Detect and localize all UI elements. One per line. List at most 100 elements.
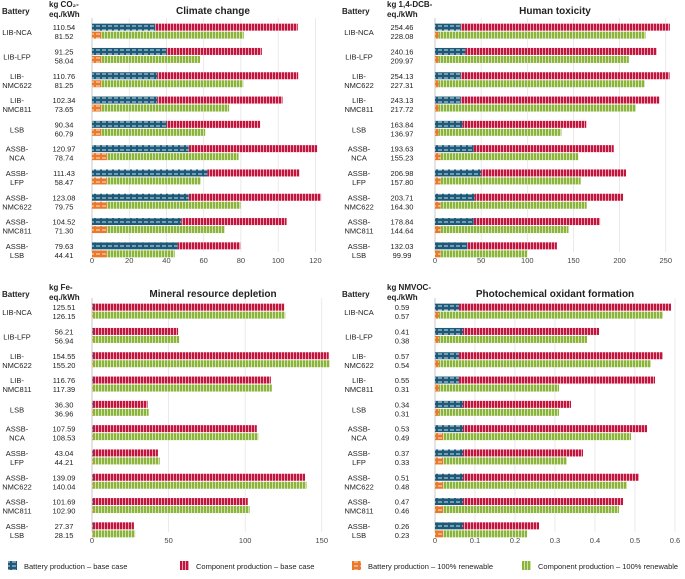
value-label-base: 0.47 [395, 498, 410, 507]
category-label: LIB-NCA [344, 28, 374, 37]
bar-component-renewable [106, 226, 225, 234]
value-label-renewable: 140.04 [53, 482, 76, 491]
bar-battery-base [435, 400, 463, 408]
unit-label-line1: kg NMVOC- [387, 283, 431, 292]
bar-component-renewable [92, 506, 250, 514]
bar-battery-renewable [435, 80, 439, 88]
value-label-base: 101.69 [53, 498, 76, 507]
bar-component-renewable [443, 481, 627, 489]
battery-column-header: Battery [2, 290, 30, 299]
legend-label: Battery production – base case [24, 562, 127, 571]
category-label: ASSB-LSB [6, 522, 29, 540]
legend-item: Component production – 100% renewable [522, 561, 678, 571]
value-label-renewable: 0.23 [395, 531, 410, 540]
bar-battery-base [435, 47, 466, 55]
bar-component-base [181, 218, 287, 226]
bar-battery-renewable [435, 506, 443, 514]
category-label: ASSB-LFP [348, 449, 371, 467]
value-label-base: 0.51 [395, 473, 410, 482]
category-label: LIB-NCA [2, 28, 32, 37]
bar-row: ASSB-NMC811 0.470.46 [344, 498, 623, 516]
bar-battery-base [435, 169, 482, 177]
bar-component-renewable [443, 530, 527, 538]
bar-component-renewable [439, 360, 651, 368]
unit-label-line2: eq./kWh [49, 293, 80, 302]
bar-row: ASSB-LFP 0.370.33 [348, 449, 583, 467]
bar-battery-renewable [92, 128, 102, 136]
category-label: LIB-NMC622 [2, 72, 32, 90]
bar-component-renewable [101, 128, 206, 136]
value-label-renewable: 81.25 [55, 81, 74, 90]
value-label-base: 0.41 [395, 327, 410, 336]
category-label-line: NMC811 [344, 227, 373, 236]
value-label-base: 43.04 [55, 449, 74, 458]
bar-battery-base [435, 72, 461, 80]
x-tick-label: 0 [433, 256, 437, 265]
bar-component-base [460, 23, 670, 31]
panel-2: Battery kg 1,4-DCB-eq./kWh Human toxicity L… [342, 0, 672, 265]
value-label-base: 90.34 [55, 120, 74, 129]
bar-component-base [460, 96, 660, 104]
category-label-line: LIB- [352, 352, 366, 361]
value-label-renewable: 102.90 [53, 507, 76, 516]
bar-component-base [463, 498, 623, 506]
value-label-base: 116.76 [53, 376, 75, 385]
value-label-base: 243.13 [391, 96, 414, 105]
value-label-renewable: 0.38 [395, 336, 410, 345]
bar-component-renewable [92, 481, 307, 489]
category-label: ASSB-LSB [348, 242, 371, 260]
legend-item: Component production – base case [180, 561, 314, 571]
bar-row: ASSB-NCA 0.530.49 [348, 425, 647, 443]
bar-component-renewable [440, 153, 579, 161]
x-tick-label: 0.6 [670, 536, 680, 545]
value-label-renewable: 0.31 [395, 409, 410, 418]
bar-battery-renewable [435, 384, 439, 392]
value-label-renewable: 0.31 [395, 385, 410, 394]
category-label-line: NCA [351, 434, 367, 443]
value-label-base: 104.52 [53, 218, 76, 227]
value-label-renewable: 44.41 [55, 251, 74, 260]
bar-battery-renewable [435, 128, 439, 136]
value-label-renewable: 79.75 [55, 202, 74, 211]
bar-battery-renewable [435, 481, 443, 489]
value-label-base: 0.26 [395, 522, 410, 531]
category-label-line: ASSB- [348, 193, 371, 202]
bar-battery-base [92, 193, 189, 201]
category-label-line: NMC622 [344, 202, 374, 211]
bar-battery-renewable [92, 31, 102, 39]
bar-component-base [463, 522, 539, 530]
category-label: ASSB-NCA [6, 145, 29, 163]
bar-battery-renewable [92, 530, 93, 538]
bar-component-renewable [439, 335, 587, 343]
category-label-line: ASSB- [6, 193, 29, 202]
bar-row: LIB-NMC811 0.550.31 [344, 376, 655, 394]
value-label-base: 163.84 [391, 120, 414, 129]
value-label-renewable: 36.96 [55, 409, 74, 418]
category-label-line: LFP [10, 178, 24, 187]
category-label: LIB-NCA [344, 308, 374, 317]
x-tick-label: 0.2 [510, 536, 520, 545]
bar-battery-base [92, 145, 189, 153]
bar-battery-renewable [435, 201, 441, 209]
bar-component-renewable [439, 408, 559, 416]
bar-component-base [481, 169, 627, 177]
value-label-renewable: 99.99 [393, 251, 412, 260]
value-label-base: 110.54 [53, 23, 75, 32]
x-tick-label: 0.5 [630, 536, 640, 545]
bar-battery-renewable [92, 80, 102, 88]
category-label: LIB-LFP [345, 332, 373, 341]
bar-component-base [92, 376, 271, 384]
value-label-renewable: 126.15 [53, 312, 76, 321]
value-label-renewable: 73.65 [55, 105, 74, 114]
value-label-renewable: 56.94 [55, 336, 74, 345]
bar-battery-renewable [435, 250, 441, 258]
bar-battery-base [92, 169, 208, 177]
category-label-line: ASSB- [6, 522, 29, 531]
